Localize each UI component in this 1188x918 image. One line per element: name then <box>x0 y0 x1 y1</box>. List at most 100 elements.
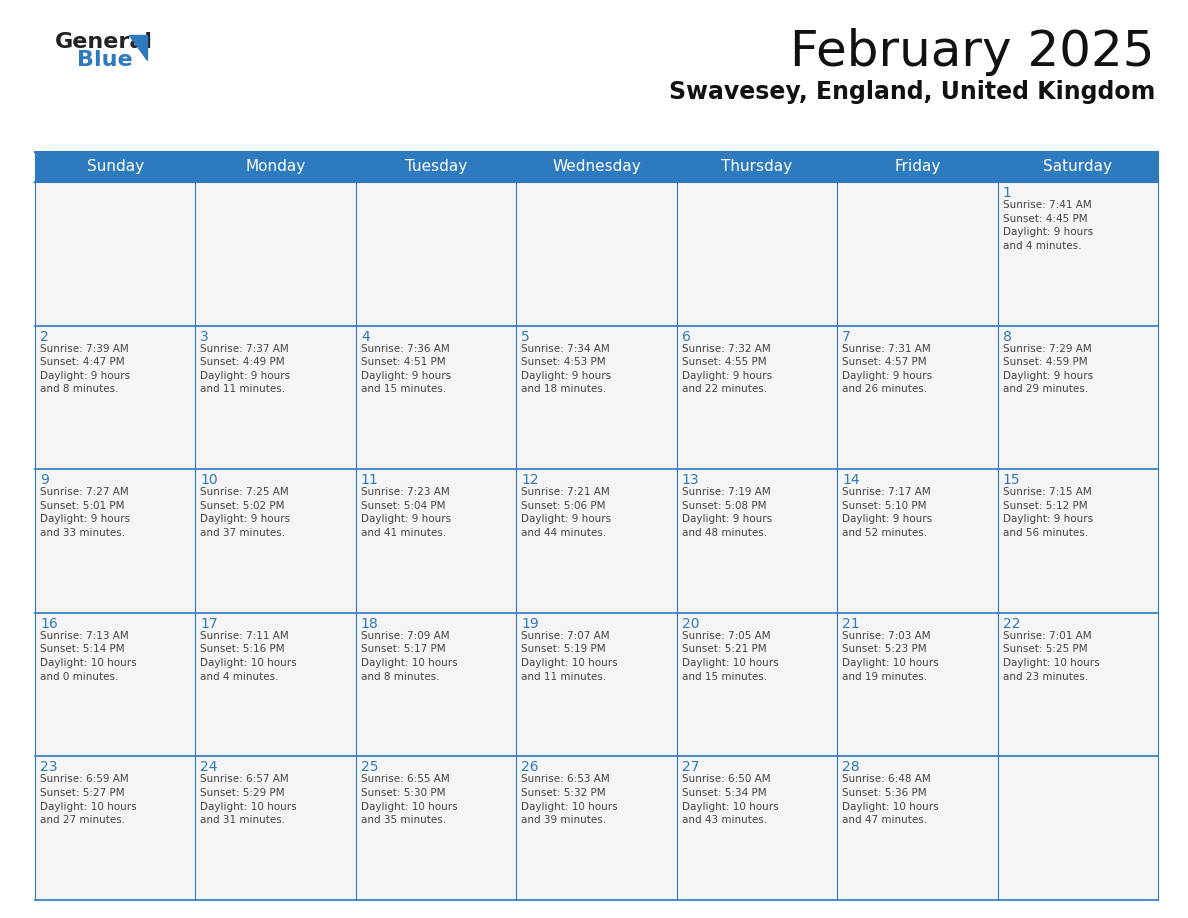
Text: Thursday: Thursday <box>721 160 792 174</box>
Text: Blue: Blue <box>77 50 133 70</box>
Text: Sunrise: 7:39 AM
Sunset: 4:47 PM
Daylight: 9 hours
and 8 minutes.: Sunrise: 7:39 AM Sunset: 4:47 PM Dayligh… <box>40 343 131 395</box>
Text: Sunrise: 7:31 AM
Sunset: 4:57 PM
Daylight: 9 hours
and 26 minutes.: Sunrise: 7:31 AM Sunset: 4:57 PM Dayligh… <box>842 343 933 395</box>
Text: 7: 7 <box>842 330 851 343</box>
Text: 23: 23 <box>40 760 57 775</box>
Text: Sunrise: 7:23 AM
Sunset: 5:04 PM
Daylight: 9 hours
and 41 minutes.: Sunrise: 7:23 AM Sunset: 5:04 PM Dayligh… <box>361 487 451 538</box>
Text: 24: 24 <box>201 760 217 775</box>
Bar <box>838 756 998 900</box>
Bar <box>356 613 517 756</box>
Text: Sunrise: 6:57 AM
Sunset: 5:29 PM
Daylight: 10 hours
and 31 minutes.: Sunrise: 6:57 AM Sunset: 5:29 PM Dayligh… <box>201 775 297 825</box>
Bar <box>517 182 677 326</box>
Bar <box>677 326 838 469</box>
Text: Wednesday: Wednesday <box>552 160 640 174</box>
Bar <box>998 613 1158 756</box>
Text: General: General <box>55 32 153 52</box>
Text: Sunrise: 6:53 AM
Sunset: 5:32 PM
Daylight: 10 hours
and 39 minutes.: Sunrise: 6:53 AM Sunset: 5:32 PM Dayligh… <box>522 775 618 825</box>
Bar <box>196 756 356 900</box>
Text: Monday: Monday <box>246 160 305 174</box>
Text: 22: 22 <box>1003 617 1020 631</box>
Text: 6: 6 <box>682 330 690 343</box>
Bar <box>517 613 677 756</box>
Text: 27: 27 <box>682 760 700 775</box>
Bar <box>677 756 838 900</box>
Text: 15: 15 <box>1003 473 1020 487</box>
Text: Sunrise: 7:11 AM
Sunset: 5:16 PM
Daylight: 10 hours
and 4 minutes.: Sunrise: 7:11 AM Sunset: 5:16 PM Dayligh… <box>201 631 297 681</box>
Bar <box>998 326 1158 469</box>
Text: 12: 12 <box>522 473 539 487</box>
Bar <box>34 152 1158 182</box>
Text: 4: 4 <box>361 330 369 343</box>
Bar <box>196 469 356 613</box>
Bar <box>998 756 1158 900</box>
Text: 1: 1 <box>1003 186 1011 200</box>
Text: Sunrise: 7:27 AM
Sunset: 5:01 PM
Daylight: 9 hours
and 33 minutes.: Sunrise: 7:27 AM Sunset: 5:01 PM Dayligh… <box>40 487 131 538</box>
Text: 8: 8 <box>1003 330 1011 343</box>
Bar <box>677 613 838 756</box>
Bar <box>34 756 196 900</box>
Text: 2: 2 <box>40 330 49 343</box>
Text: 20: 20 <box>682 617 700 631</box>
Text: February 2025: February 2025 <box>790 28 1155 76</box>
Bar <box>196 326 356 469</box>
Bar <box>998 469 1158 613</box>
Text: Sunrise: 7:41 AM
Sunset: 4:45 PM
Daylight: 9 hours
and 4 minutes.: Sunrise: 7:41 AM Sunset: 4:45 PM Dayligh… <box>1003 200 1093 251</box>
Text: Sunrise: 7:05 AM
Sunset: 5:21 PM
Daylight: 10 hours
and 15 minutes.: Sunrise: 7:05 AM Sunset: 5:21 PM Dayligh… <box>682 631 778 681</box>
Bar <box>34 326 196 469</box>
Text: 9: 9 <box>40 473 49 487</box>
Text: Sunrise: 6:50 AM
Sunset: 5:34 PM
Daylight: 10 hours
and 43 minutes.: Sunrise: 6:50 AM Sunset: 5:34 PM Dayligh… <box>682 775 778 825</box>
Text: Sunrise: 6:59 AM
Sunset: 5:27 PM
Daylight: 10 hours
and 27 minutes.: Sunrise: 6:59 AM Sunset: 5:27 PM Dayligh… <box>40 775 137 825</box>
Bar <box>356 326 517 469</box>
Text: 26: 26 <box>522 760 539 775</box>
Text: Sunrise: 7:09 AM
Sunset: 5:17 PM
Daylight: 10 hours
and 8 minutes.: Sunrise: 7:09 AM Sunset: 5:17 PM Dayligh… <box>361 631 457 681</box>
Text: Sunrise: 7:13 AM
Sunset: 5:14 PM
Daylight: 10 hours
and 0 minutes.: Sunrise: 7:13 AM Sunset: 5:14 PM Dayligh… <box>40 631 137 681</box>
Bar <box>356 469 517 613</box>
Bar <box>998 182 1158 326</box>
Bar <box>196 613 356 756</box>
Text: Sunday: Sunday <box>87 160 144 174</box>
Bar <box>677 469 838 613</box>
Text: Sunrise: 7:15 AM
Sunset: 5:12 PM
Daylight: 9 hours
and 56 minutes.: Sunrise: 7:15 AM Sunset: 5:12 PM Dayligh… <box>1003 487 1093 538</box>
Bar <box>517 756 677 900</box>
Text: Tuesday: Tuesday <box>405 160 467 174</box>
Text: Sunrise: 7:36 AM
Sunset: 4:51 PM
Daylight: 9 hours
and 15 minutes.: Sunrise: 7:36 AM Sunset: 4:51 PM Dayligh… <box>361 343 451 395</box>
Text: 10: 10 <box>201 473 219 487</box>
Bar <box>356 182 517 326</box>
Bar <box>34 469 196 613</box>
Bar <box>677 182 838 326</box>
Bar <box>196 182 356 326</box>
Text: 11: 11 <box>361 473 379 487</box>
Text: 28: 28 <box>842 760 860 775</box>
Text: 18: 18 <box>361 617 379 631</box>
Text: Sunrise: 7:29 AM
Sunset: 4:59 PM
Daylight: 9 hours
and 29 minutes.: Sunrise: 7:29 AM Sunset: 4:59 PM Dayligh… <box>1003 343 1093 395</box>
Text: Sunrise: 7:17 AM
Sunset: 5:10 PM
Daylight: 9 hours
and 52 minutes.: Sunrise: 7:17 AM Sunset: 5:10 PM Dayligh… <box>842 487 933 538</box>
Text: Sunrise: 7:01 AM
Sunset: 5:25 PM
Daylight: 10 hours
and 23 minutes.: Sunrise: 7:01 AM Sunset: 5:25 PM Dayligh… <box>1003 631 1099 681</box>
Text: 17: 17 <box>201 617 219 631</box>
Text: 14: 14 <box>842 473 860 487</box>
Bar <box>34 613 196 756</box>
Bar <box>838 469 998 613</box>
Text: Sunrise: 7:37 AM
Sunset: 4:49 PM
Daylight: 9 hours
and 11 minutes.: Sunrise: 7:37 AM Sunset: 4:49 PM Dayligh… <box>201 343 291 395</box>
Text: 19: 19 <box>522 617 539 631</box>
Text: Swavesey, England, United Kingdom: Swavesey, England, United Kingdom <box>669 80 1155 104</box>
Text: 5: 5 <box>522 330 530 343</box>
Text: Saturday: Saturday <box>1043 160 1112 174</box>
Text: Sunrise: 7:21 AM
Sunset: 5:06 PM
Daylight: 9 hours
and 44 minutes.: Sunrise: 7:21 AM Sunset: 5:06 PM Dayligh… <box>522 487 612 538</box>
Bar <box>356 756 517 900</box>
Bar <box>838 613 998 756</box>
Text: 13: 13 <box>682 473 700 487</box>
Text: Sunrise: 7:25 AM
Sunset: 5:02 PM
Daylight: 9 hours
and 37 minutes.: Sunrise: 7:25 AM Sunset: 5:02 PM Dayligh… <box>201 487 291 538</box>
Text: Sunrise: 6:55 AM
Sunset: 5:30 PM
Daylight: 10 hours
and 35 minutes.: Sunrise: 6:55 AM Sunset: 5:30 PM Dayligh… <box>361 775 457 825</box>
Text: 16: 16 <box>40 617 58 631</box>
Bar <box>838 326 998 469</box>
Text: Sunrise: 7:03 AM
Sunset: 5:23 PM
Daylight: 10 hours
and 19 minutes.: Sunrise: 7:03 AM Sunset: 5:23 PM Dayligh… <box>842 631 939 681</box>
Bar <box>34 182 196 326</box>
Bar <box>838 182 998 326</box>
Polygon shape <box>129 35 147 60</box>
Bar <box>517 326 677 469</box>
Text: Sunrise: 7:07 AM
Sunset: 5:19 PM
Daylight: 10 hours
and 11 minutes.: Sunrise: 7:07 AM Sunset: 5:19 PM Dayligh… <box>522 631 618 681</box>
Text: Sunrise: 7:34 AM
Sunset: 4:53 PM
Daylight: 9 hours
and 18 minutes.: Sunrise: 7:34 AM Sunset: 4:53 PM Dayligh… <box>522 343 612 395</box>
Bar <box>517 469 677 613</box>
Text: Sunrise: 7:19 AM
Sunset: 5:08 PM
Daylight: 9 hours
and 48 minutes.: Sunrise: 7:19 AM Sunset: 5:08 PM Dayligh… <box>682 487 772 538</box>
Text: 3: 3 <box>201 330 209 343</box>
Text: 21: 21 <box>842 617 860 631</box>
